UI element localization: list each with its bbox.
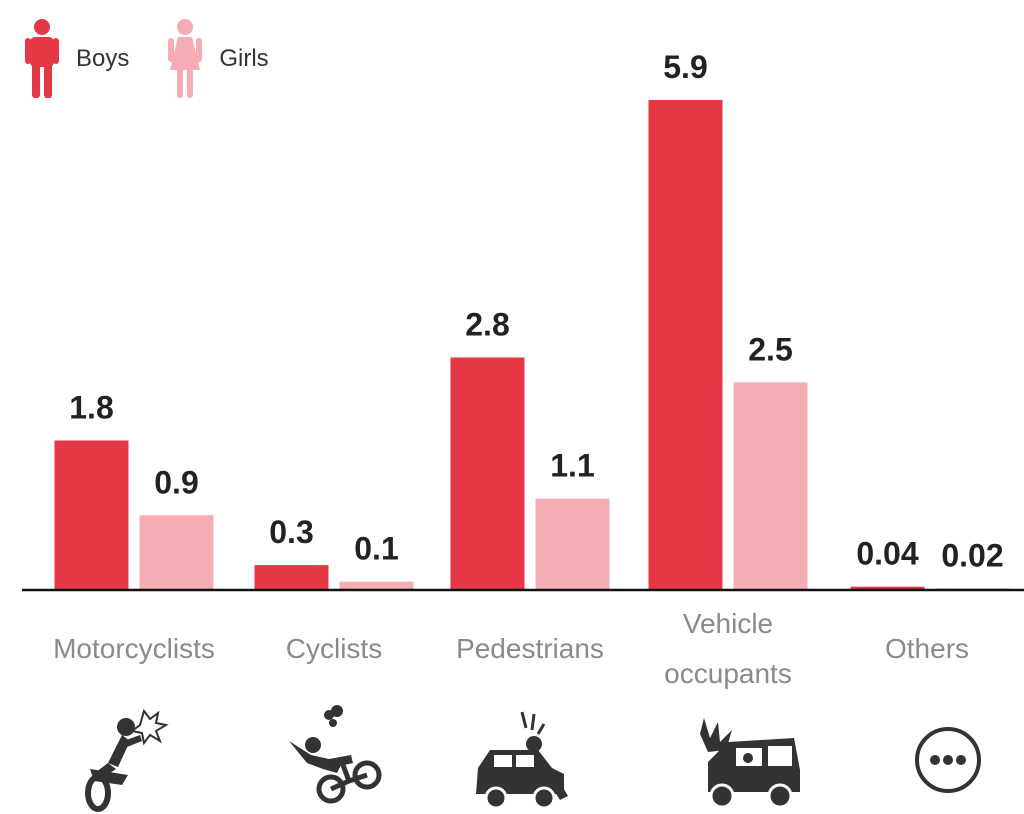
legend-item-girls: Girls bbox=[165, 18, 269, 100]
bar-boys-cyclists bbox=[254, 565, 329, 590]
bar-girls-vehicle-occupants bbox=[733, 382, 808, 590]
pedestrian-hit-by-car-icon bbox=[476, 711, 568, 810]
value-label-girls-others: 0.02 bbox=[941, 537, 1003, 573]
bar-boys-others bbox=[850, 586, 925, 590]
value-label-boys-vehicle-occupants: 5.9 bbox=[663, 49, 707, 85]
value-label-girls-cyclists: 0.1 bbox=[354, 531, 398, 567]
legend-item-boys: Boys bbox=[22, 18, 129, 100]
car-crash-icon bbox=[692, 716, 800, 809]
category-label-pedestrians: Pedestrians bbox=[456, 633, 604, 664]
category-label-others: Others bbox=[885, 633, 969, 664]
bicycle-crash-icon bbox=[289, 705, 382, 804]
bars-layer bbox=[54, 100, 1010, 590]
bar-girls-cyclists bbox=[339, 581, 414, 590]
value-label-boys-cyclists: 0.3 bbox=[269, 514, 313, 550]
bar-boys-pedestrians bbox=[450, 357, 525, 590]
value-label-boys-others: 0.04 bbox=[856, 536, 918, 572]
value-label-girls-vehicle-occupants: 2.5 bbox=[748, 331, 792, 367]
legend-label-girls: Girls bbox=[219, 45, 269, 72]
category-label-vehicle-occupants: Vehicle occupants bbox=[664, 608, 792, 689]
bar-boys-motorcyclists bbox=[54, 440, 129, 590]
girl-figure-icon bbox=[168, 19, 203, 98]
category-label-cyclists: Cyclists bbox=[286, 633, 382, 664]
bar-girls-motorcyclists bbox=[139, 515, 214, 590]
value-label-girls-motorcyclists: 0.9 bbox=[154, 464, 198, 500]
category-labels-layer: Motorcyclists Cyclists Pedestrians Vehicle o… bbox=[53, 608, 969, 689]
boy-figure-icon bbox=[25, 19, 59, 98]
value-label-boys-pedestrians: 2.8 bbox=[465, 306, 509, 342]
bar-girls-pedestrians bbox=[535, 498, 610, 590]
legend: Boys Girls bbox=[22, 18, 269, 100]
value-label-boys-motorcyclists: 1.8 bbox=[69, 390, 113, 426]
value-labels-layer: 1.8 0.9 0.3 0.1 2.8 1.1 5.9 2.5 0.04 0.02 bbox=[69, 49, 1003, 573]
bar-boys-vehicle-occupants bbox=[648, 100, 723, 590]
value-label-girls-pedestrians: 1.1 bbox=[550, 448, 594, 484]
category-label-motorcyclists: Motorcyclists bbox=[53, 633, 215, 664]
more-ellipsis-icon bbox=[915, 727, 981, 793]
legend-label-boys: Boys bbox=[76, 45, 130, 72]
motorcycle-crash-icon bbox=[85, 708, 169, 812]
